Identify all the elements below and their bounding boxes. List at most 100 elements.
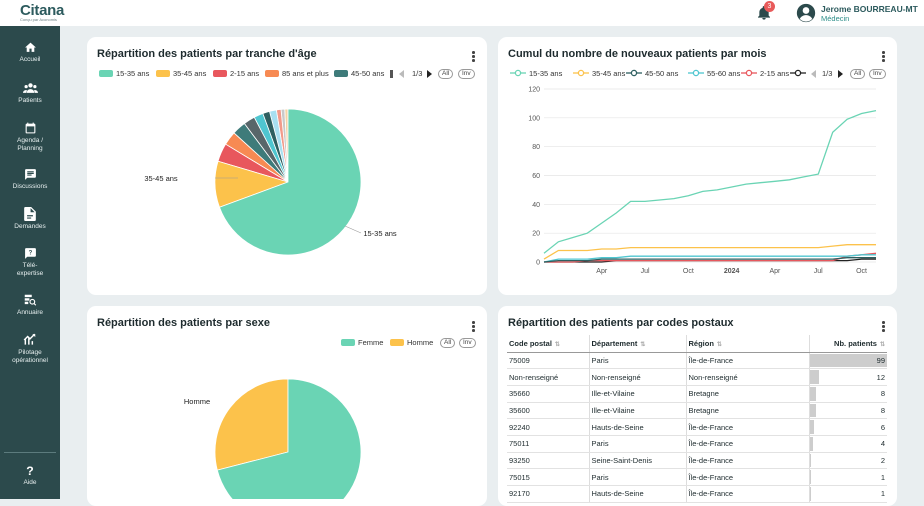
legend-prev-page-icon[interactable] (399, 70, 404, 78)
series-line-2[interactable] (543, 257, 876, 263)
sidebar-item-tele-expertise[interactable]: ? Télé-expertise (0, 247, 60, 277)
legend-invert-button[interactable]: Inv (458, 69, 475, 79)
table-body: 75009 Paris Île-de-France 99 Non-renseigné No… (507, 352, 887, 503)
table-row[interactable]: 75015 Paris Île-de-France 1 (507, 468, 887, 486)
svg-text:?: ? (28, 251, 32, 257)
legend-item[interactable]: 55-60 ans (688, 69, 740, 78)
table-header-row: Code postal ⇅ Département ⇅ Région ⇅ Nb. pa… (507, 335, 887, 353)
legend-item[interactable]: 85 ans et plus (265, 69, 329, 78)
legend-all-button[interactable]: All (850, 69, 866, 79)
user-name[interactable]: Jerome BOURREAU-MT (821, 4, 918, 14)
calendar-icon (25, 122, 35, 134)
pie-slice-0[interactable] (218, 108, 362, 256)
cell-department: Paris (589, 468, 687, 486)
legend-item[interactable]: 15-35 ans (99, 69, 149, 78)
legend-item[interactable] (790, 69, 809, 78)
sidebar-item-aide[interactable]: ? Aide (0, 464, 60, 487)
help-icon: ? (26, 464, 33, 478)
sidebar-item-annuaire[interactable]: Annuaire (0, 293, 60, 317)
patients-count: 8 (880, 389, 885, 399)
legend-item[interactable]: Homme (390, 338, 433, 347)
cell-region: Île-de-France (686, 418, 810, 436)
column-header-region[interactable]: Région ⇅ (686, 335, 810, 353)
legend-all-button[interactable]: All (440, 338, 456, 348)
sidebar-item-patients[interactable]: Patients (0, 82, 60, 105)
document-icon (24, 207, 36, 221)
legend-label: 2-15 ans (230, 69, 260, 78)
sidebar-item-label: Discussions (12, 183, 48, 190)
legend-swatch (341, 339, 355, 346)
more-options-icon[interactable] (472, 51, 476, 63)
legend-item[interactable]: 45-50 ans (334, 69, 384, 78)
series-line-3[interactable] (543, 254, 876, 263)
legend-item[interactable]: Femme (341, 338, 383, 347)
series-line-1[interactable] (543, 244, 876, 260)
more-options-icon[interactable] (882, 51, 886, 63)
table-row[interactable]: 92240 Hauts-de-Seine Île-de-France 6 (507, 418, 887, 436)
column-header-patients[interactable]: Nb. patients ⇅ (809, 335, 887, 353)
sidebar-item-label: Pilotage opérationnel (12, 349, 48, 364)
legend-invert-button[interactable]: Inv (869, 69, 886, 79)
legend-item[interactable]: 2-15 ans (213, 69, 259, 78)
more-options-icon[interactable] (472, 321, 476, 333)
patients-count: 1 (880, 472, 885, 482)
series-line-4[interactable] (544, 252, 877, 263)
sidebar-item-discussions[interactable]: Discussions (0, 168, 60, 191)
legend-label: 85 ans et plus (282, 69, 329, 78)
patients-count: 8 (880, 405, 885, 415)
legend-label: 35-45 ans (592, 69, 626, 78)
user-avatar-icon[interactable] (796, 3, 816, 23)
legend-all-button[interactable]: All (438, 69, 454, 79)
cell-region: Île-de-France (686, 435, 810, 453)
sidebar-item-accueil[interactable]: Accueil (0, 41, 60, 64)
table-row[interactable]: 35660 Ille-et-Vilaine Bretagne 8 (507, 385, 887, 403)
cell-code: 75009 (507, 352, 590, 370)
cell-patients: 8 (809, 385, 887, 403)
sidebar-item-pilotage[interactable]: Pilotage opérationnel (0, 333, 60, 364)
table-row[interactable]: 92170 Hauts-de-Seine Île-de-France 1 (507, 485, 887, 503)
patients-bar (809, 453, 812, 468)
cell-code: 75015 (507, 468, 590, 486)
legend-swatch (334, 70, 348, 77)
sidebar-item-label: Annuaire (16, 309, 44, 316)
sidebar-item-label: Accueil (19, 56, 41, 63)
legend-line-swatch (790, 69, 806, 77)
legend-item[interactable]: 15-35 ans (510, 69, 562, 78)
table-row[interactable]: Non-renseigné Non-renseigné Non-renseigné 1… (507, 368, 887, 386)
card-title: Cumul du nombre de nouveaux patients par… (508, 48, 767, 60)
legend-invert-button[interactable]: Inv (459, 338, 476, 348)
pie-slice-1[interactable] (214, 378, 289, 471)
table-row[interactable]: 75011 Paris Île-de-France 4 (507, 435, 887, 453)
series-line-0[interactable] (543, 109, 877, 254)
cell-patients: 99 (809, 352, 887, 370)
patients-count: 6 (880, 422, 885, 432)
table-row[interactable]: 35600 Ille-et-Vilaine Bretagne 8 (507, 402, 887, 420)
table-row[interactable]: 75009 Paris Île-de-France 99 (507, 352, 887, 370)
legend-item[interactable]: 2-15 ans (741, 69, 789, 78)
legend-next-page-icon[interactable] (838, 70, 843, 78)
x-tick-label: Oct (856, 268, 867, 275)
legend-item[interactable]: 35-45 ans (156, 69, 206, 78)
legend-label: 35-45 ans (173, 69, 207, 78)
cell-department: Ille-et-Vilaine (589, 402, 687, 420)
table-row[interactable]: 93250 Seine-Saint-Denis Île-de-France 2 (507, 452, 887, 470)
legend-swatch (265, 70, 279, 77)
legend-next-page-icon[interactable] (427, 70, 432, 78)
sidebar-item-demandes[interactable]: Demandes (0, 207, 60, 231)
sort-icon: ⇅ (879, 341, 885, 348)
patients-count: 2 (880, 455, 885, 465)
cumulative-patients-card: Cumul du nombre de nouveaux patients par… (498, 37, 897, 295)
more-options-icon[interactable] (882, 321, 886, 333)
sidebar-item-agenda[interactable]: Agenda / Planning (0, 121, 60, 152)
legend-item[interactable]: 35-45 ans (573, 69, 625, 78)
column-header-department[interactable]: Département ⇅ (589, 335, 687, 353)
sort-icon: ⇅ (716, 341, 722, 348)
column-header-code[interactable]: Code postal ⇅ (507, 335, 590, 353)
legend-label: Femme (358, 338, 384, 347)
legend-prev-page-icon[interactable] (811, 70, 816, 78)
sidebar-item-label: Demandes (14, 223, 46, 230)
legend-item[interactable]: 45-50 ans (626, 69, 678, 78)
cell-code: Non-renseigné (507, 368, 590, 386)
app-logo[interactable]: Citana Conçu par Aconomis (20, 2, 64, 22)
pie-slice-0[interactable] (216, 378, 362, 499)
